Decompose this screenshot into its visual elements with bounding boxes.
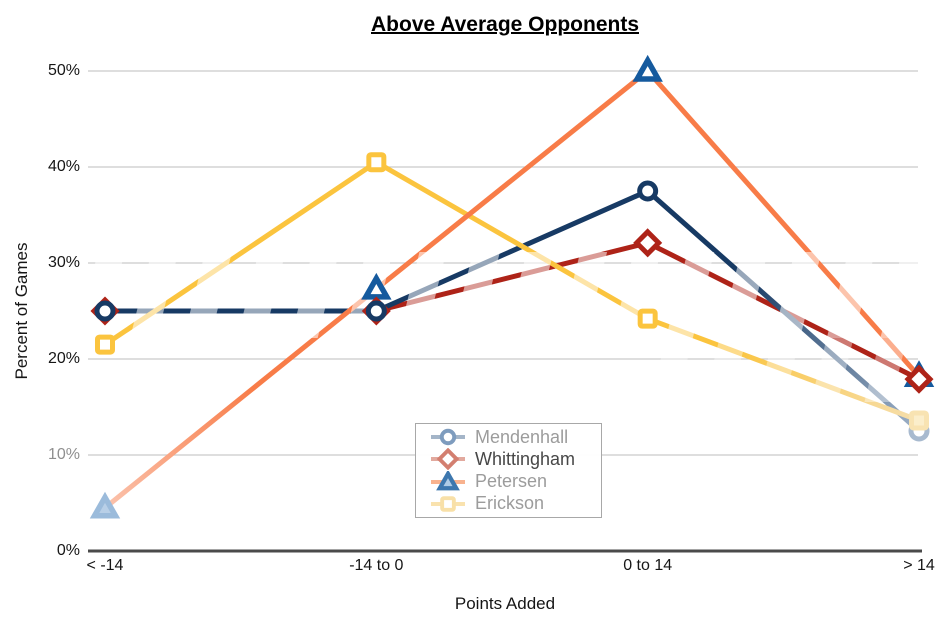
x-tick-label-1: < -14 [86,557,124,574]
y-tick-label-20%: 20% [47,350,80,367]
marker-whittingham-2 [633,228,663,258]
legend: Mendenhall Whittingham Petersen Erickson [415,423,602,518]
legend-item-petersen: Petersen [428,470,601,493]
legend-triangle-icon [431,470,465,490]
watermark-band [92,252,918,338]
marker-mendenhall-2 [637,180,659,202]
legend-square-icon [431,495,465,512]
legend-label: Mendenhall [475,426,569,447]
marker-mendenhall-1 [365,300,387,322]
legend-circle-icon [431,428,465,446]
y-tick-label-10%: 10% [47,446,80,463]
y-tick-label-50%: 50% [47,62,80,79]
marker-erickson-3 [908,410,929,431]
marker-petersen-0 [89,491,121,519]
watermark-band [640,338,918,402]
legend-label: Erickson [475,493,545,514]
legend-item-mendenhall: Mendenhall [428,426,601,448]
marker-whittingham-3 [904,364,934,394]
legend-label: Petersen [475,471,548,492]
y-tick-label-30%: 30% [47,254,80,271]
chart-title: Above Average Opponents [371,13,639,36]
x-tick-label-4: > 14 [903,557,935,574]
legend-item-whittingham: Whittingham [428,448,601,471]
marker-mendenhall-0 [94,300,116,322]
legend-item-erickson: Erickson [428,493,601,515]
x-axis-title: Points Added [454,594,556,613]
y-tick-label-0%: 0% [56,542,80,559]
y-tick-label-40%: 40% [47,158,80,175]
marker-petersen-2 [632,54,663,82]
marker-erickson-2 [637,308,658,329]
legend-label: Whittingham [475,448,576,469]
marker-erickson-1 [366,152,387,173]
marker-erickson-0 [95,334,115,355]
x-tick-label-3: 0 to 14 [623,557,673,574]
legend-diamond-icon [431,448,465,471]
x-tick-label-2: -14 to 0 [349,557,404,574]
y-axis-title: Percent of Games [12,242,31,380]
